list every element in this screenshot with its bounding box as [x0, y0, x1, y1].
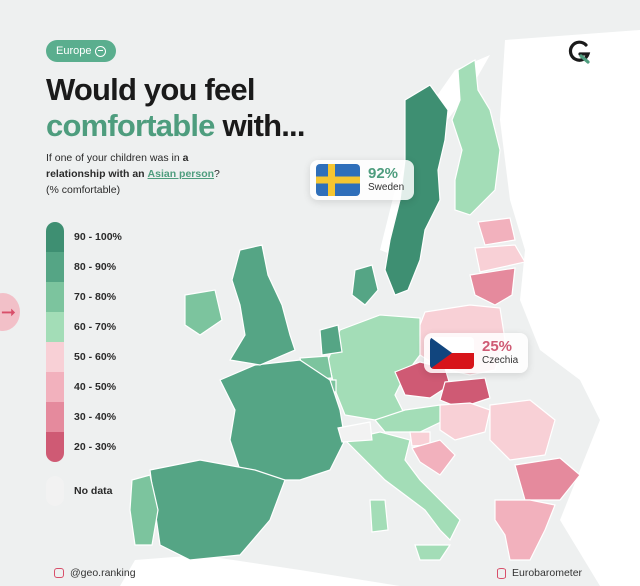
country-netherlands — [319, 324, 343, 356]
legend-label: No data — [74, 485, 113, 497]
subtitle-pre: If one of your children was in — [46, 152, 183, 164]
legend-item: 80 - 90% — [46, 252, 116, 282]
legend-item: 70 - 80% — [46, 282, 116, 312]
country-greece — [494, 499, 556, 561]
legend-swatch — [46, 342, 64, 372]
legend-swatch — [46, 222, 64, 252]
country-sweden — [384, 84, 449, 296]
country-sardinia — [369, 499, 389, 533]
title-rest: with... — [214, 108, 305, 143]
country-hungary — [439, 402, 491, 441]
subtitle-post: ? — [214, 168, 220, 180]
country-estonia — [477, 217, 516, 246]
flag-sweden-icon — [316, 164, 360, 196]
country-latvia — [474, 244, 526, 273]
legend-item: 30 - 40% — [46, 402, 116, 432]
legend-label: 80 - 90% — [74, 261, 117, 273]
country-france — [219, 359, 346, 481]
country-finland — [451, 59, 501, 216]
geo-ranking-logo — [568, 40, 591, 64]
legend-item: No data — [46, 476, 113, 506]
footer-source: Eurobarometer — [497, 567, 582, 579]
footer-handle: @geo.ranking — [54, 567, 136, 579]
legend-swatch — [46, 252, 64, 282]
subtitle-highlight: Asian person — [147, 168, 215, 180]
instagram-icon — [54, 568, 64, 578]
country-uk — [229, 244, 296, 366]
eu-countries — [129, 59, 581, 561]
other-countries — [229, 244, 373, 443]
land-north-africa — [120, 555, 400, 586]
legend-label: 40 - 50% — [74, 381, 117, 393]
legend-label: 90 - 100% — [74, 231, 122, 243]
legend-swatch — [46, 372, 64, 402]
legend-label: 20 - 30% — [74, 441, 117, 453]
country-croatia — [411, 439, 456, 476]
title-line-2: comfortable with... — [46, 108, 305, 144]
footer-source-text: Eurobarometer — [512, 567, 583, 579]
callout-sweden-value: 92% — [368, 165, 399, 182]
country-sicily — [414, 544, 452, 561]
footer-handle-text: @geo.ranking — [70, 567, 136, 579]
callout-czechia-value: 25% — [482, 338, 513, 355]
legend-item: 50 - 60% — [46, 342, 116, 372]
callout-sweden: 92% Sweden — [310, 160, 415, 200]
legend-swatch — [46, 402, 64, 432]
country-portugal — [129, 474, 159, 546]
legend-item: 60 - 70% — [46, 312, 116, 342]
legend-swatch — [46, 282, 64, 312]
title-line-1: Would you feel — [46, 72, 255, 107]
country-romania — [489, 399, 556, 461]
country-ireland — [184, 289, 223, 336]
legend-swatch — [46, 312, 64, 342]
legend-swatch — [46, 476, 64, 506]
country-spain — [149, 459, 286, 561]
flag-czechia-icon — [430, 337, 474, 369]
country-bulgaria — [514, 457, 581, 501]
legend-label: 50 - 60% — [74, 351, 117, 363]
country-denmark — [351, 264, 379, 306]
legend-swatch — [46, 432, 64, 462]
callout-czechia-name: Czechia — [482, 355, 519, 366]
database-icon — [497, 567, 506, 579]
nav-arrow-button[interactable]: ➞ — [0, 293, 20, 331]
subtitle: If one of your children was in a relatio… — [46, 150, 246, 198]
legend-item: 40 - 50% — [46, 372, 116, 402]
legend-label: 70 - 80% — [74, 291, 117, 303]
legend-label: 60 - 70% — [74, 321, 117, 333]
callout-sweden-name: Sweden — [368, 182, 405, 193]
region-badge-label: Europe — [56, 45, 92, 57]
region-badge: Europe — [46, 40, 117, 62]
callout-czechia: 25% Czechia — [424, 333, 529, 373]
arrow-right-icon: ➞ — [0, 301, 16, 322]
country-slovakia — [439, 377, 491, 409]
subtitle-note: (% comfortable) — [46, 184, 121, 196]
country-lithuania — [469, 267, 516, 306]
land-east — [500, 30, 640, 586]
globe-icon — [95, 45, 107, 57]
subtitle-bold: a relationship with an — [46, 152, 189, 180]
page-title: Would you feel comfortable with... — [46, 72, 305, 144]
country-italy — [343, 431, 461, 542]
legend-item: 90 - 100% — [46, 222, 122, 252]
country-switzerland — [337, 421, 373, 443]
legend-item: 20 - 30% — [46, 432, 116, 462]
legend-label: 30 - 40% — [74, 411, 117, 423]
title-accent: comfortable — [46, 108, 215, 143]
